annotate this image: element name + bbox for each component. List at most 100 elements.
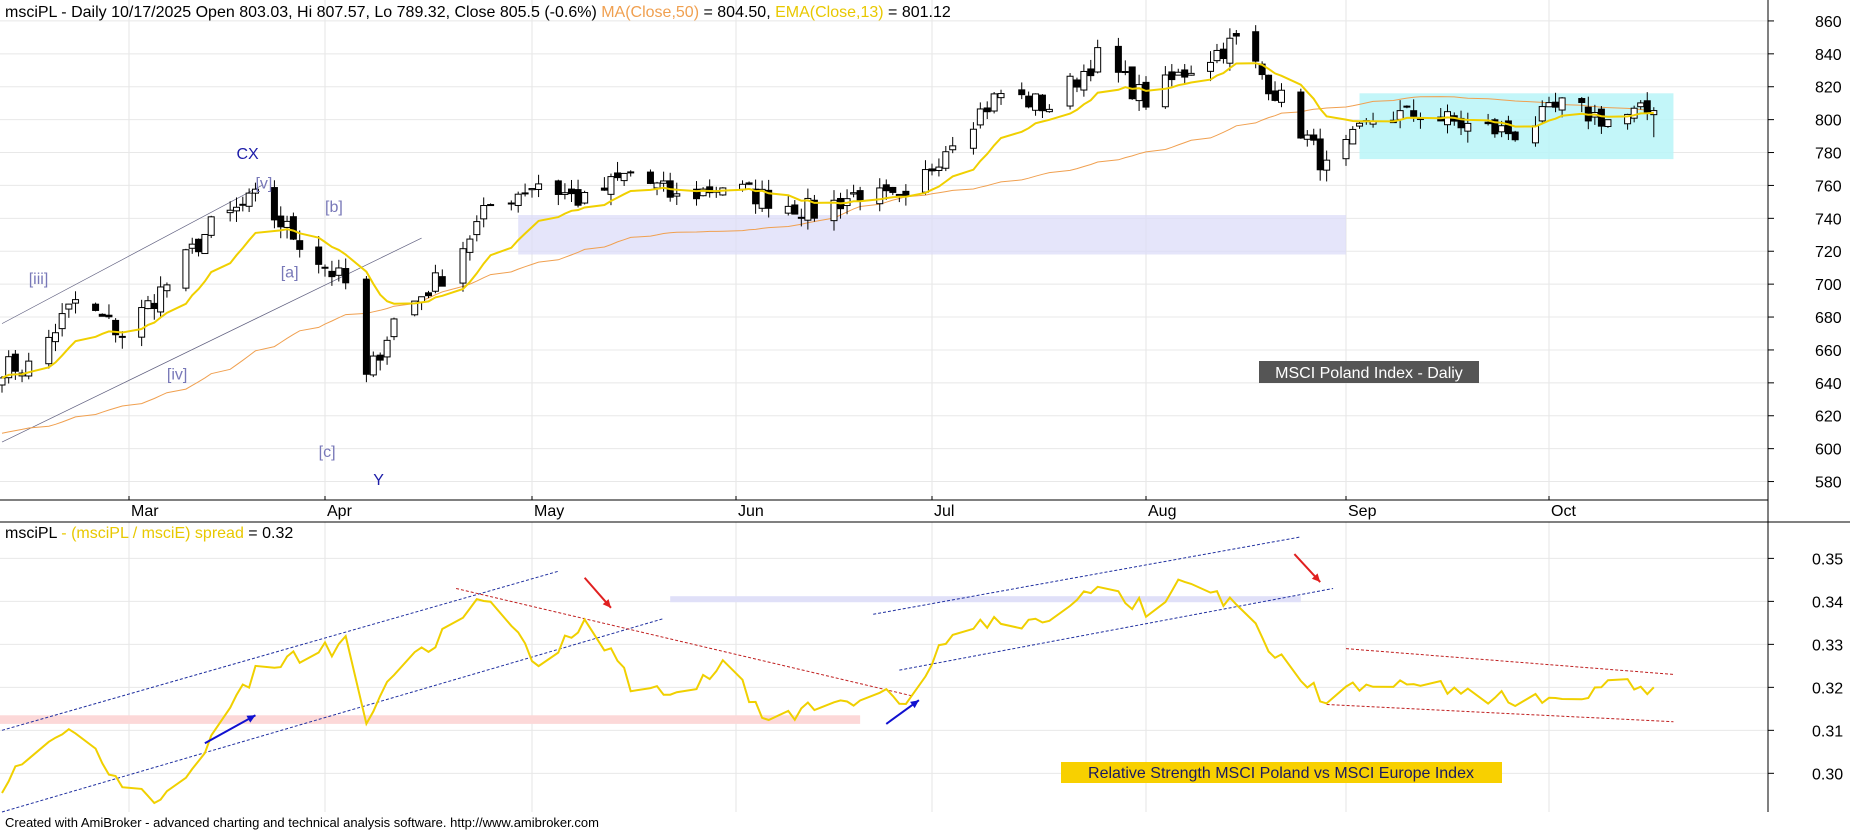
candle	[1277, 83, 1285, 108]
candle	[745, 181, 753, 185]
candle	[507, 200, 515, 211]
candle	[706, 179, 714, 198]
candle	[614, 161, 622, 181]
candle	[157, 276, 165, 318]
candle	[895, 193, 903, 203]
candle	[693, 181, 701, 206]
candle	[1316, 128, 1324, 181]
candle	[1094, 39, 1102, 74]
candle	[207, 215, 215, 239]
candle	[383, 336, 391, 365]
candle	[1552, 92, 1560, 113]
candle	[335, 259, 343, 282]
candle	[1464, 112, 1472, 143]
candle	[438, 269, 446, 287]
rs-support-band	[0, 715, 861, 724]
candle	[1181, 64, 1189, 85]
candle	[296, 230, 304, 258]
panel-frame	[0, 0, 1850, 812]
candle	[1073, 77, 1081, 93]
candle	[1032, 93, 1040, 116]
spread-channel3-lower	[1326, 704, 1674, 723]
candle	[1168, 64, 1176, 87]
upper-panel-zones	[518, 93, 1674, 255]
spread-tick-label: 0.31	[1812, 723, 1843, 740]
candle	[666, 172, 674, 202]
price-tick-label: 600	[1815, 442, 1842, 459]
up-arrow-2	[885, 699, 920, 725]
price-tick-label: 640	[1815, 376, 1842, 393]
upper-price-axis: 580 600 620 640 660 680 700 720 740 760 780 800 820 8…	[1768, 14, 1842, 492]
spread-path	[1, 578, 1655, 805]
candlestick-series	[0, 25, 1658, 393]
candle	[1142, 76, 1150, 110]
candle	[889, 186, 897, 196]
candle	[1213, 43, 1221, 64]
lower-spread-value: = 0.32	[244, 525, 293, 542]
price-tick-label: 720	[1815, 244, 1842, 261]
down-arrow-1	[583, 577, 612, 609]
candle	[528, 187, 536, 198]
price-tick-label: 760	[1815, 178, 1842, 195]
spread-channel-upper	[1, 570, 559, 731]
wave-label: [iv]	[167, 367, 187, 384]
candle	[0, 375, 6, 393]
candle	[251, 182, 259, 202]
down-arrow-2	[1293, 553, 1321, 583]
candle	[1025, 91, 1033, 109]
header-symbol: msciPL	[5, 4, 58, 21]
month-label: Mar	[131, 503, 159, 520]
candle	[1403, 105, 1411, 109]
candle	[277, 206, 285, 239]
candle	[1342, 134, 1350, 166]
spread-resistance	[455, 587, 913, 697]
wave-label: [b]	[325, 199, 343, 216]
candle	[58, 303, 66, 337]
candle	[25, 352, 33, 380]
candle	[976, 102, 984, 129]
candle	[1045, 104, 1053, 113]
candle	[45, 329, 53, 369]
candle	[431, 264, 439, 294]
candle	[535, 174, 543, 198]
candle	[98, 313, 106, 317]
candle	[112, 318, 120, 343]
candle	[752, 179, 760, 214]
candle	[574, 179, 582, 208]
header-ema-label: EMA(Close,13)	[775, 4, 883, 21]
candle	[144, 295, 152, 310]
candle	[797, 208, 805, 227]
wave-label: [c]	[319, 444, 336, 461]
footer-text: Created with AmiBroker - advanced charti…	[5, 815, 599, 830]
candle	[245, 188, 253, 213]
candle	[1226, 28, 1234, 71]
candle	[182, 248, 190, 292]
candle	[804, 188, 812, 230]
month-label: Apr	[327, 503, 353, 520]
candle	[328, 260, 336, 286]
price-tick-label: 700	[1815, 277, 1842, 294]
candle	[1491, 117, 1499, 138]
candle	[487, 203, 495, 207]
candle	[466, 235, 474, 261]
candle	[1252, 25, 1260, 69]
month-label: Sep	[1348, 503, 1377, 520]
candle	[1080, 64, 1088, 97]
candle	[92, 302, 100, 312]
candle	[1323, 150, 1331, 182]
candle	[376, 352, 384, 371]
price-tick-label: 860	[1815, 14, 1842, 31]
candle	[1232, 29, 1240, 45]
candle	[1643, 92, 1651, 121]
candle	[18, 369, 26, 383]
candle	[289, 212, 297, 241]
candle	[105, 304, 113, 320]
wave-label: CX	[236, 146, 259, 163]
spread-tick-label: 0.33	[1812, 637, 1843, 654]
candle	[554, 179, 562, 206]
lower-panel-grid	[0, 522, 1768, 812]
candle	[600, 177, 608, 191]
candle	[1161, 66, 1169, 109]
price-tick-label: 840	[1815, 47, 1842, 64]
candle	[765, 179, 773, 218]
